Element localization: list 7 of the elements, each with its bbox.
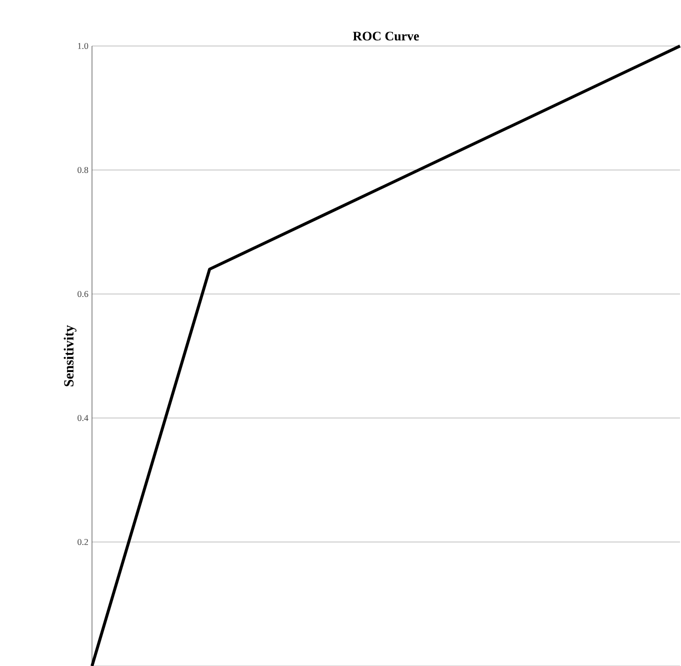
y-axis-title: Sensitivity xyxy=(64,325,76,386)
y-tick-label: 0.8 xyxy=(78,166,88,174)
chart-title: ROC Curve xyxy=(352,32,419,40)
y-tick-label: 0.4 xyxy=(78,414,88,422)
y-tick-label: 0.2 xyxy=(78,538,88,546)
y-tick-label: 0.6 xyxy=(78,290,88,298)
y-tick-label: 1.0 xyxy=(78,42,88,50)
